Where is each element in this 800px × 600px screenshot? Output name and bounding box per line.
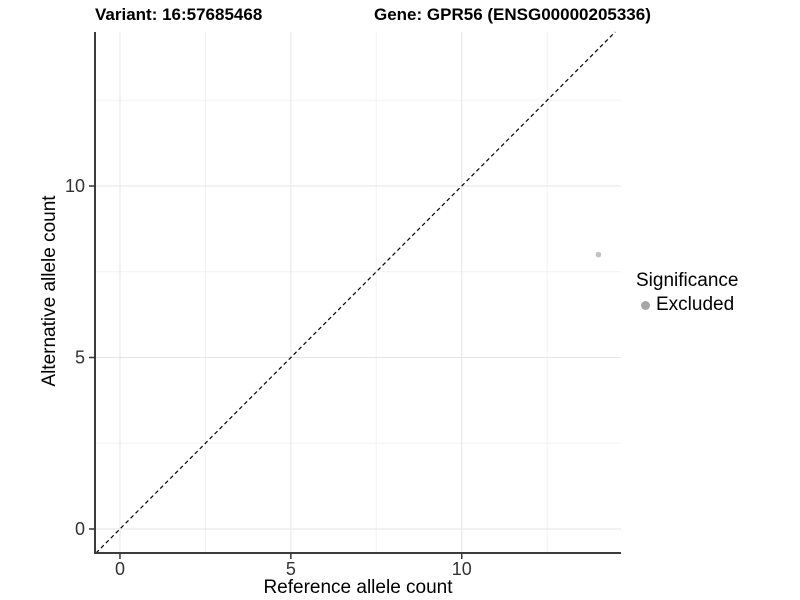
y-tick-label: 10 <box>65 176 85 196</box>
data-point <box>595 251 602 258</box>
legend: Significance Excluded <box>636 270 738 316</box>
legend-item-label: Excluded <box>656 294 735 315</box>
plot-title-variant: Variant: 16:57685468 <box>95 5 263 24</box>
x-tick-label: 0 <box>115 559 125 579</box>
plot-title-gene: Gene: GPR56 (ENSG00000205336) <box>374 5 651 24</box>
identity-dashed-line <box>95 31 616 554</box>
x-axis-title: Reference allele count <box>263 577 453 598</box>
x-tick-label: 5 <box>286 559 296 579</box>
x-tick-label: 10 <box>452 559 472 579</box>
y-axis-title: Alternative allele count <box>39 195 60 387</box>
y-tick-label: 5 <box>75 347 85 367</box>
legend-point-icon <box>641 300 650 310</box>
y-tick-label: 0 <box>75 519 85 539</box>
legend-item-excluded: Excluded <box>641 294 738 316</box>
legend-title: Significance <box>636 270 739 291</box>
